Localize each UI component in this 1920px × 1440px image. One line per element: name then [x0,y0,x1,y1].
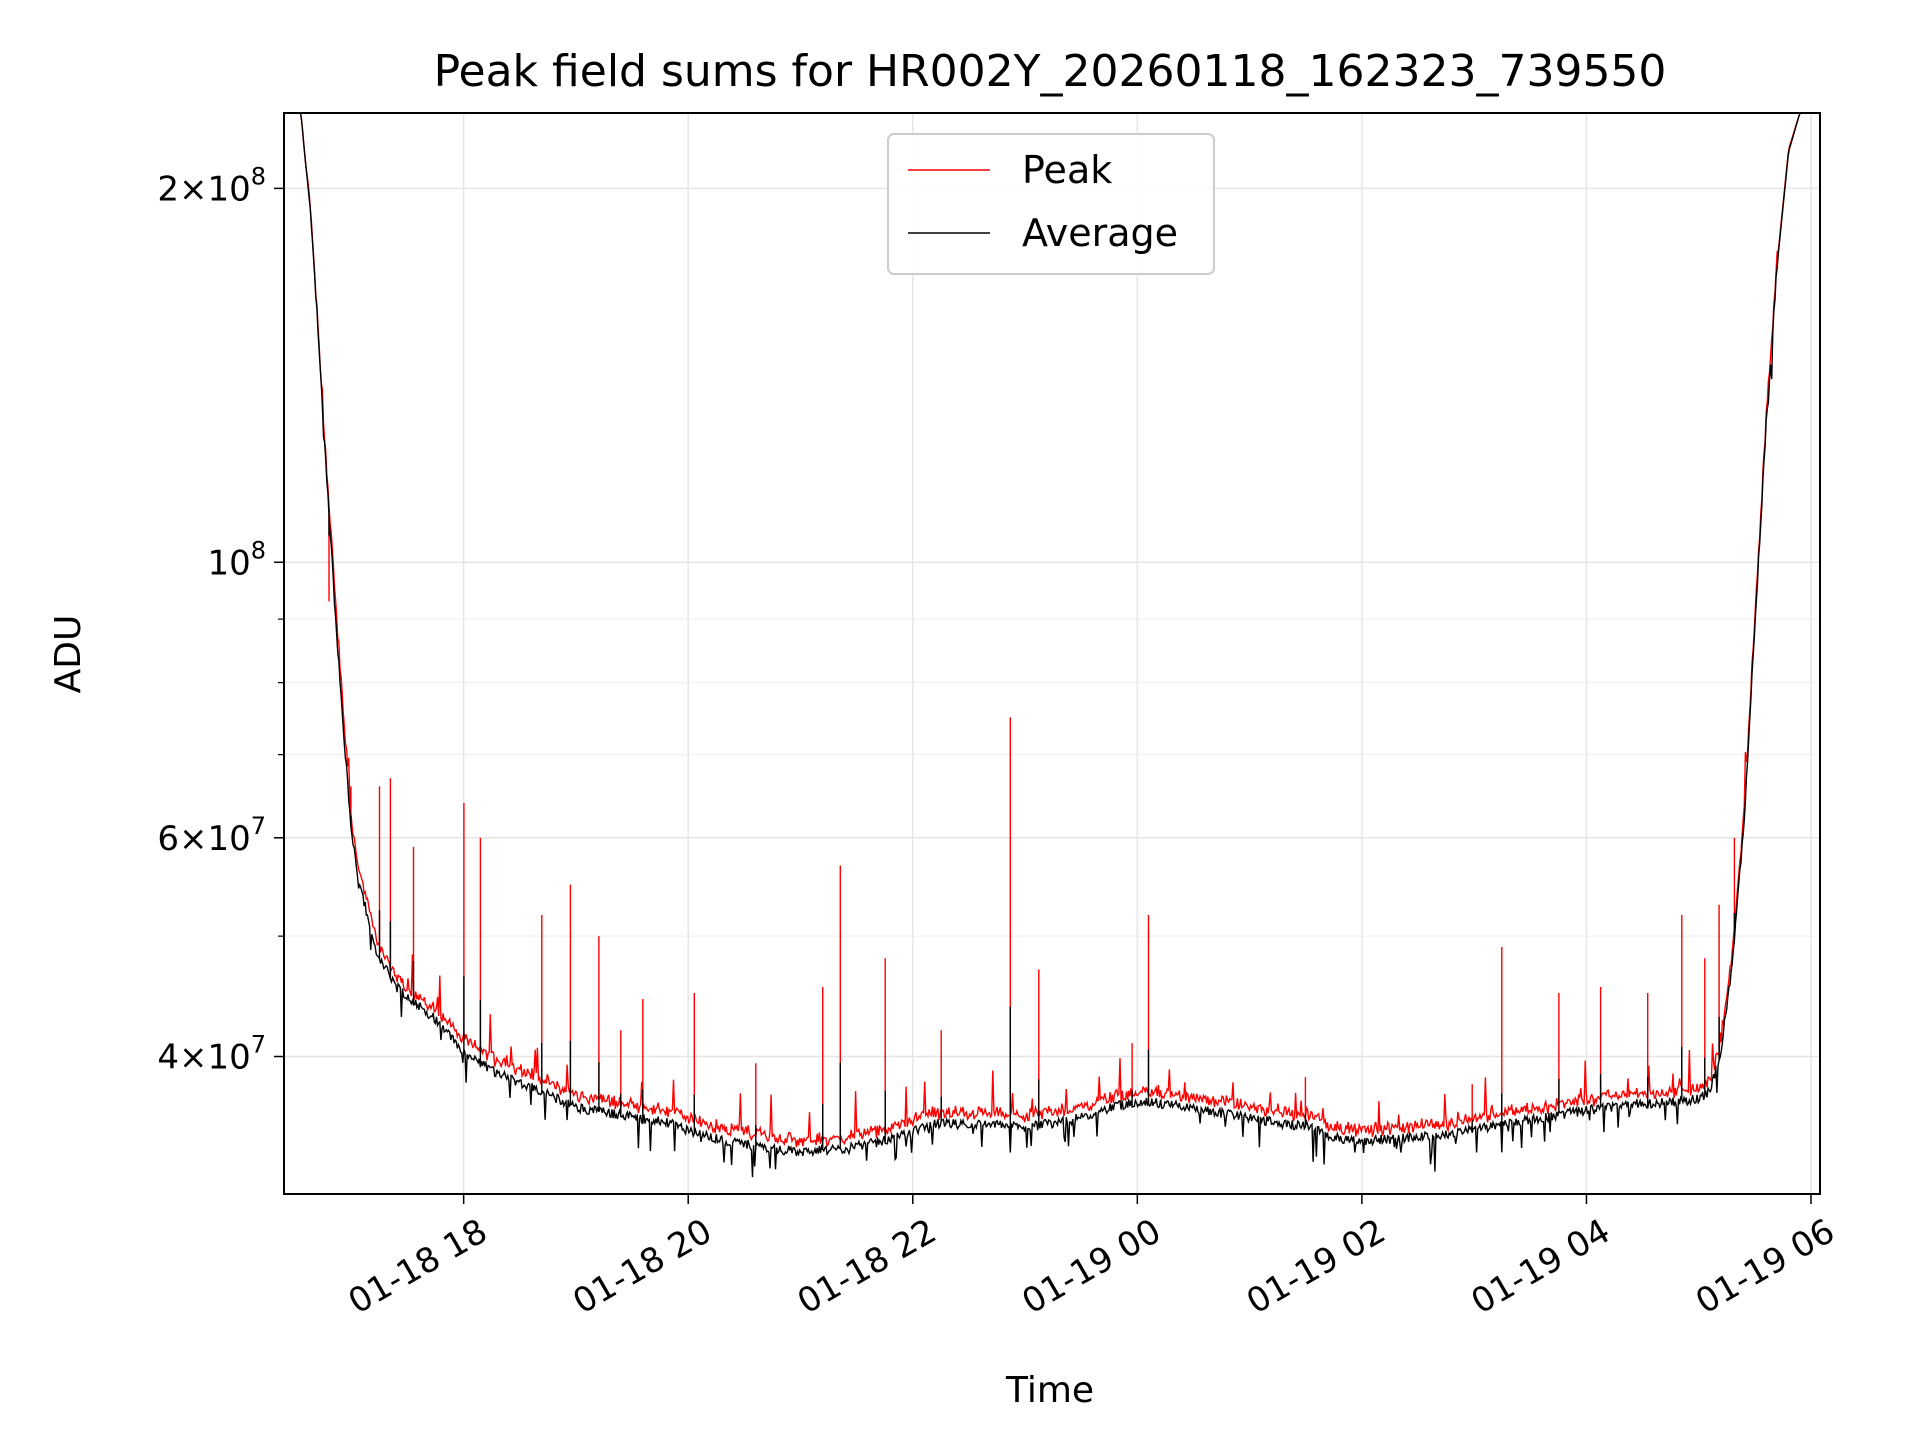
legend-box [887,133,1215,275]
y-tick-label-1: 6×107 [157,812,266,859]
x-axis-label: Time [1005,1370,1094,1411]
y-tick-label-0: 4×107 [157,1031,266,1078]
plot-frame [283,112,1821,1195]
chart-title: Peak field sums for HR002Y_20260118_1623… [434,46,1667,97]
series-layer [284,113,1820,1178]
y-axis-label: ADU [48,615,89,694]
legend: Peak Average [887,133,1215,275]
legend-label-average: Average [1022,211,1178,255]
legend-label-peak: Peak [1022,148,1112,192]
series-peak-line [284,113,1820,1148]
y-tick-label-3: 2×108 [157,162,266,209]
series-average-line [284,113,1820,1178]
